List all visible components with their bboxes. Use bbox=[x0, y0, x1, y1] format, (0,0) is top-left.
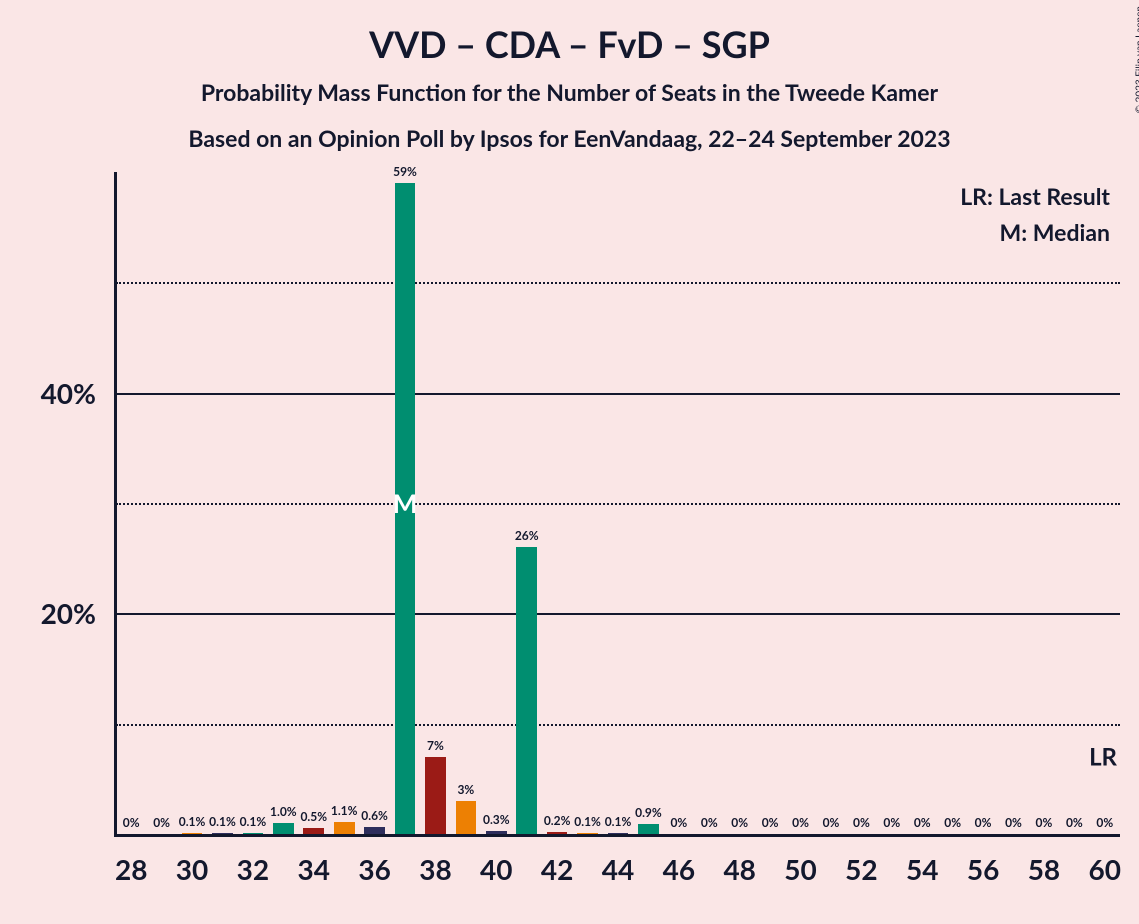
y-axis-line bbox=[114, 172, 117, 834]
bar bbox=[273, 823, 294, 834]
bar-value-label: 0% bbox=[1096, 815, 1113, 830]
y-gridline-minor bbox=[116, 724, 1120, 726]
bar-value-label: 0.1% bbox=[179, 814, 206, 829]
bar-value-label: 0% bbox=[670, 815, 687, 830]
x-tick-label: 38 bbox=[419, 852, 451, 886]
x-tick-label: 42 bbox=[541, 852, 573, 886]
bar-value-label: 0% bbox=[853, 815, 870, 830]
bar-value-label: 0% bbox=[731, 815, 748, 830]
x-tick-label: 54 bbox=[906, 852, 938, 886]
y-gridline-minor bbox=[116, 282, 1120, 284]
legend-lr: LR: Last Result bbox=[960, 182, 1110, 210]
x-tick-label: 40 bbox=[480, 852, 512, 886]
bar-value-label: 3% bbox=[457, 782, 474, 797]
x-tick-label: 56 bbox=[967, 852, 999, 886]
bar-value-label: 0.3% bbox=[483, 812, 510, 827]
x-tick-label: 48 bbox=[723, 852, 755, 886]
bar-value-label: 1.0% bbox=[270, 804, 297, 819]
bar bbox=[638, 824, 659, 834]
plot-area: LR: Last Result M: Median 20%40%28303234… bbox=[116, 172, 1120, 834]
x-tick-label: 32 bbox=[237, 852, 269, 886]
bar-value-label: 0% bbox=[823, 815, 840, 830]
bar-value-label: 0% bbox=[883, 815, 900, 830]
bar-value-label: 7% bbox=[427, 738, 444, 753]
bar-value-label: 0.2% bbox=[544, 813, 571, 828]
x-tick-label: 46 bbox=[663, 852, 695, 886]
bar bbox=[303, 828, 324, 834]
bar bbox=[577, 833, 598, 834]
y-tick-label: 40% bbox=[41, 376, 96, 410]
x-tick-label: 60 bbox=[1089, 852, 1121, 886]
y-gridline-minor bbox=[116, 503, 1120, 505]
bar-value-label: 0.1% bbox=[209, 814, 236, 829]
bar-value-label: 0% bbox=[944, 815, 961, 830]
chart-title: VVD – CDA – FvD – SGP bbox=[0, 22, 1139, 66]
legend-m: M: Median bbox=[1000, 218, 1110, 246]
bar-value-label: 0.1% bbox=[605, 814, 632, 829]
y-gridline-major bbox=[116, 613, 1120, 615]
bar bbox=[516, 547, 537, 834]
bar bbox=[334, 822, 355, 834]
bar-value-label: 0% bbox=[792, 815, 809, 830]
bar-value-label: 0% bbox=[1036, 815, 1053, 830]
lr-marker: LR bbox=[1089, 742, 1117, 771]
x-tick-label: 36 bbox=[358, 852, 390, 886]
chart-subtitle-1: Probability Mass Function for the Number… bbox=[0, 78, 1139, 106]
bar bbox=[182, 833, 203, 834]
x-tick-label: 58 bbox=[1028, 852, 1060, 886]
bar bbox=[547, 832, 568, 834]
bar bbox=[364, 827, 385, 834]
bar bbox=[486, 831, 507, 834]
x-tick-label: 30 bbox=[176, 852, 208, 886]
x-tick-label: 52 bbox=[845, 852, 877, 886]
bar-value-label: 0% bbox=[123, 815, 140, 830]
bar-value-label: 0% bbox=[153, 815, 170, 830]
bar bbox=[425, 757, 446, 834]
y-gridline-major bbox=[116, 393, 1120, 395]
bar-value-label: 0.5% bbox=[300, 809, 327, 824]
bar-value-label: 0.1% bbox=[240, 814, 267, 829]
median-marker: M bbox=[393, 487, 418, 519]
bar bbox=[243, 833, 264, 834]
x-tick-label: 28 bbox=[115, 852, 147, 886]
y-tick-label: 20% bbox=[41, 596, 96, 630]
bar-value-label: 59% bbox=[393, 164, 417, 179]
bar bbox=[456, 801, 477, 834]
bar bbox=[608, 833, 629, 834]
x-axis-line bbox=[114, 834, 1120, 837]
bar-value-label: 0% bbox=[762, 815, 779, 830]
bar-value-label: 1.1% bbox=[331, 803, 358, 818]
bar-value-label: 0.1% bbox=[574, 814, 601, 829]
bar-value-label: 0.6% bbox=[361, 808, 388, 823]
bar-value-label: 0% bbox=[1005, 815, 1022, 830]
copyright-text: © 2023 Filip van Laenen bbox=[1133, 6, 1139, 113]
bar-value-label: 0% bbox=[914, 815, 931, 830]
bar-value-label: 0% bbox=[975, 815, 992, 830]
bar-value-label: 26% bbox=[515, 528, 539, 543]
bar-value-label: 0.9% bbox=[635, 805, 662, 820]
bar-value-label: 0% bbox=[701, 815, 718, 830]
x-tick-label: 50 bbox=[784, 852, 816, 886]
x-tick-label: 34 bbox=[298, 852, 330, 886]
bar bbox=[212, 833, 233, 834]
chart-subtitle-2: Based on an Opinion Poll by Ipsos for Ee… bbox=[0, 124, 1139, 152]
x-tick-label: 44 bbox=[602, 852, 634, 886]
bar-value-label: 0% bbox=[1066, 815, 1083, 830]
